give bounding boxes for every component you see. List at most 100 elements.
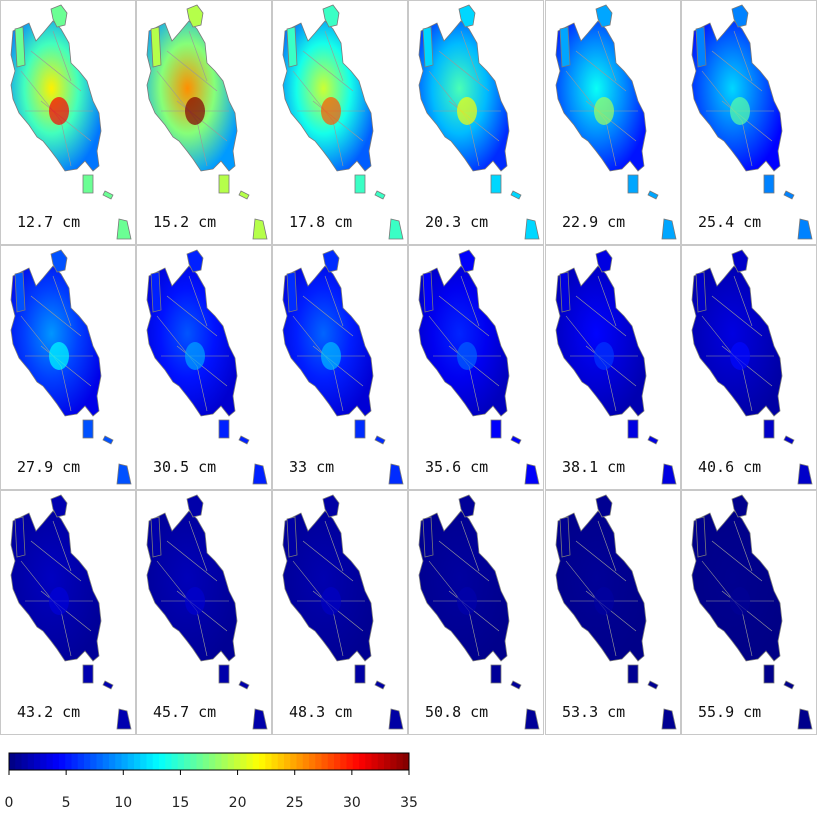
- parcel-boundary: [196, 120, 208, 167]
- depth-label: 20.3 cm: [425, 213, 489, 231]
- region-part: [388, 708, 404, 730]
- colorbar-tick-label: 15: [172, 795, 190, 811]
- region-part: [286, 271, 298, 313]
- parcel-boundary: [460, 275, 480, 327]
- colorbar-cell: [215, 753, 222, 770]
- hotspot: [321, 97, 341, 125]
- parcel-boundary: [597, 275, 617, 327]
- map-panel: 50.8 cm: [408, 490, 544, 735]
- region-part: [186, 249, 204, 273]
- colorbar-cell: [96, 753, 104, 770]
- region-body: [146, 265, 238, 417]
- region-part: [731, 494, 749, 518]
- depth-label: 55.9 cm: [698, 703, 762, 721]
- colorbar-frame: [8, 752, 410, 771]
- map-panel: 20.3 cm: [408, 0, 544, 245]
- map-panel: 55.9 cm: [681, 490, 817, 735]
- hotspot: [185, 587, 205, 615]
- region-map: [555, 494, 677, 730]
- region-map: [555, 249, 677, 485]
- parcel-boundary: [733, 275, 753, 327]
- depth-label: 25.4 cm: [698, 213, 762, 231]
- parcel-boundary: [30, 540, 82, 582]
- hotspot: [730, 97, 750, 125]
- parcel-boundary: [52, 275, 72, 327]
- parcel-boundary: [438, 50, 490, 92]
- region-part: [388, 218, 404, 240]
- region-part: [238, 435, 250, 445]
- region-part: [595, 4, 613, 28]
- colorbar-cell: [165, 753, 172, 770]
- colorbar-cell: [259, 753, 266, 770]
- hotspot: [730, 587, 750, 615]
- colorbar-cell: [134, 753, 141, 770]
- hotspot: [457, 97, 477, 125]
- region-map: [146, 4, 268, 240]
- parcel-boundary: [597, 30, 617, 82]
- parcel-boundary: [52, 30, 72, 82]
- region-part: [150, 271, 162, 313]
- colorbar-cell: [109, 753, 116, 770]
- parcel-boundary: [196, 610, 208, 657]
- region-body: [10, 265, 102, 417]
- colorbar-cell: [152, 753, 160, 770]
- region-part: [559, 26, 571, 68]
- region-map: [146, 494, 268, 730]
- colorbar-cell: [127, 753, 135, 770]
- region-map: [282, 249, 404, 485]
- colorbar-cell: [396, 753, 404, 770]
- map-panel: 22.9 cm: [545, 0, 681, 245]
- region-part: [238, 680, 250, 690]
- region-part: [559, 271, 571, 313]
- parcel-boundary: [575, 50, 627, 92]
- colorbar-cell: [315, 753, 322, 770]
- region-part: [116, 708, 132, 730]
- region-part: [322, 494, 340, 518]
- parcel-boundary: [468, 365, 480, 412]
- colorbar-cell: [352, 753, 360, 770]
- colorbar-cell: [309, 753, 316, 770]
- parcel-boundary: [741, 610, 753, 657]
- region-part: [797, 218, 813, 240]
- colorbar-cell: [171, 753, 179, 770]
- region-part: [82, 174, 94, 194]
- colorbar-tick-label: 5: [62, 795, 71, 811]
- region-part: [490, 664, 502, 684]
- region-part: [116, 463, 132, 485]
- colorbar-cell: [90, 753, 97, 770]
- region-part: [490, 174, 502, 194]
- parcel-boundary: [302, 540, 354, 582]
- map-panel: 40.6 cm: [681, 245, 817, 490]
- hotspot: [185, 342, 205, 370]
- region-body: [282, 510, 374, 662]
- parcel-boundary: [438, 295, 490, 337]
- region-part: [510, 190, 522, 200]
- colorbar-cell: [71, 753, 79, 770]
- region-part: [783, 435, 795, 445]
- region-part: [458, 249, 476, 273]
- region-part: [695, 516, 707, 558]
- parcel-boundary: [460, 30, 480, 82]
- colorbar-cell: [365, 753, 372, 770]
- hotspot: [185, 97, 205, 125]
- colorbar-cell: [327, 753, 335, 770]
- region-part: [354, 664, 366, 684]
- parcel-boundary: [711, 540, 763, 582]
- region-part: [50, 494, 68, 518]
- map-panel: 25.4 cm: [681, 0, 817, 245]
- region-part: [627, 419, 639, 439]
- region-part: [150, 26, 162, 68]
- region-body: [555, 20, 647, 172]
- colorbar-cell: [377, 753, 385, 770]
- map-panel: 15.2 cm: [136, 0, 272, 245]
- parcel-boundary: [332, 365, 344, 412]
- hotspot: [594, 97, 614, 125]
- colorbar-cell: [340, 753, 347, 770]
- parcel-boundary: [460, 520, 480, 572]
- colorbar-cell: [321, 753, 329, 770]
- region-map: [418, 494, 540, 730]
- region-part: [647, 435, 659, 445]
- colorbar-cell: [284, 753, 291, 770]
- colorbar-cell: [34, 753, 41, 770]
- colorbar-cell: [146, 753, 154, 770]
